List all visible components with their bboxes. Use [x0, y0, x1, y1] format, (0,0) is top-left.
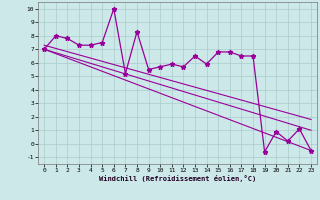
X-axis label: Windchill (Refroidissement éolien,°C): Windchill (Refroidissement éolien,°C): [99, 175, 256, 182]
